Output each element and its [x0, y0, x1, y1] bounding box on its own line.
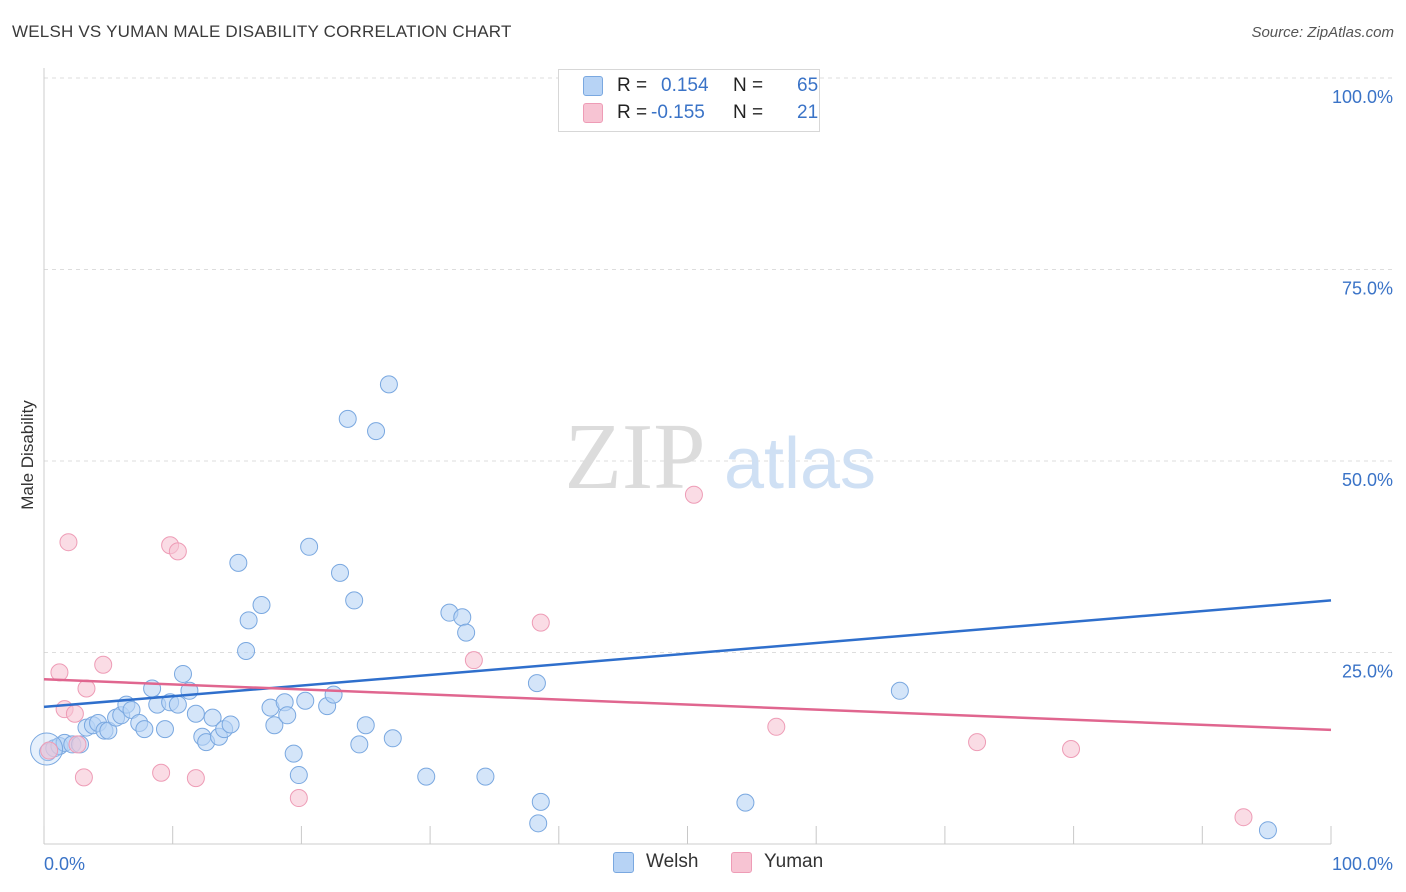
- welsh-point: [345, 591, 364, 610]
- yuman-point: [65, 704, 84, 723]
- welsh-point: [736, 793, 755, 812]
- welsh-point: [229, 553, 248, 572]
- welsh-point: [417, 767, 436, 786]
- legend-yuman-n: 21: [797, 102, 819, 123]
- yuman-point: [968, 733, 987, 752]
- welsh-point: [278, 706, 297, 725]
- welsh-point: [239, 611, 258, 630]
- welsh-point: [379, 375, 398, 394]
- welsh-point: [284, 744, 303, 763]
- welsh-point: [453, 608, 472, 627]
- chart-source: Source: ZipAtlas.com: [1251, 24, 1394, 41]
- yuman-point: [74, 768, 93, 787]
- yuman-point: [186, 769, 205, 788]
- welsh-point: [529, 814, 548, 833]
- watermark: ZIP atlas: [565, 405, 877, 509]
- x-tick-label: 0.0%: [44, 854, 85, 874]
- welsh-point: [155, 720, 174, 739]
- yuman-trend-line: [43, 678, 1332, 732]
- welsh-point: [476, 767, 495, 786]
- legend-welsh-r: 0.154: [661, 75, 709, 96]
- legend-swatch-welsh: [583, 76, 603, 96]
- welsh-point: [356, 716, 375, 735]
- welsh-point: [531, 792, 550, 811]
- yuman-point: [1062, 740, 1081, 759]
- bottom-legend-swatch-yuman: [731, 852, 752, 873]
- bottom-legend-swatch-welsh: [613, 852, 634, 873]
- welsh-point: [237, 641, 256, 660]
- legend-swatch-yuman: [583, 103, 603, 123]
- welsh-points: [30, 69, 1277, 840]
- tick-labels: 25.0% 50.0% 75.0% 100.0% 0.0% 100.0%: [44, 87, 1393, 874]
- welsh-point: [203, 708, 222, 727]
- welsh-point: [457, 623, 476, 642]
- legend-n-label: N =: [733, 75, 764, 96]
- welsh-point: [265, 716, 284, 735]
- legend-r-label: R =: [617, 102, 648, 123]
- welsh-point: [221, 715, 240, 734]
- yuman-point: [464, 651, 483, 670]
- yuman-point: [531, 613, 550, 632]
- welsh-point: [1258, 821, 1277, 840]
- welsh-point: [367, 422, 386, 441]
- yuman-point: [168, 542, 187, 561]
- yuman-point: [59, 533, 78, 552]
- yuman-points: [40, 485, 1253, 827]
- bottom-legend-label-welsh: Welsh: [646, 851, 699, 872]
- welsh-point: [324, 685, 343, 704]
- welsh-point: [383, 729, 402, 748]
- yuman-point: [40, 741, 59, 760]
- yuman-point: [767, 717, 786, 736]
- yuman-point: [152, 763, 171, 782]
- watermark-atlas: atlas: [724, 424, 876, 504]
- welsh-point: [527, 674, 546, 693]
- legend-r-label: R =: [617, 75, 648, 96]
- welsh-point: [338, 409, 357, 428]
- yuman-point: [684, 485, 703, 504]
- yuman-point: [94, 655, 113, 674]
- welsh-point: [173, 664, 192, 683]
- axes: [43, 68, 1332, 845]
- y-tick-label: 50.0%: [1342, 470, 1393, 490]
- welsh-point: [300, 537, 319, 556]
- welsh-point: [186, 704, 205, 723]
- welsh-point: [296, 691, 315, 710]
- welsh-point: [331, 563, 350, 582]
- welsh-trend-line: [43, 599, 1332, 709]
- yuman-point: [68, 735, 87, 754]
- welsh-point: [890, 681, 909, 700]
- y-tick-label: 100.0%: [1332, 87, 1393, 107]
- legend-welsh-n: 65: [797, 75, 819, 96]
- welsh-point: [289, 766, 308, 785]
- yuman-point: [1234, 808, 1253, 827]
- welsh-point: [350, 735, 369, 754]
- y-tick-label: 75.0%: [1342, 279, 1393, 299]
- bottom-legend-label-yuman: Yuman: [764, 851, 824, 872]
- welsh-point: [252, 596, 271, 615]
- welsh-point: [135, 720, 154, 739]
- watermark-zip: ZIP: [565, 405, 706, 509]
- legend-n-label: N =: [733, 102, 764, 123]
- trend-lines: [43, 599, 1332, 732]
- yuman-point: [77, 679, 96, 698]
- y-tick-label: 25.0%: [1342, 662, 1393, 682]
- welsh-point: [168, 695, 187, 714]
- yuman-point: [289, 789, 308, 808]
- chart-title: WELSH VS YUMAN MALE DISABILITY CORRELATI…: [12, 22, 512, 41]
- legend-yuman-r: -0.155: [651, 102, 705, 123]
- x-tick-label: 100.0%: [1332, 854, 1393, 874]
- correlation-legend: R = 0.154 N = 65 R = -0.155 N = 21: [558, 69, 820, 132]
- yuman-point: [50, 663, 69, 682]
